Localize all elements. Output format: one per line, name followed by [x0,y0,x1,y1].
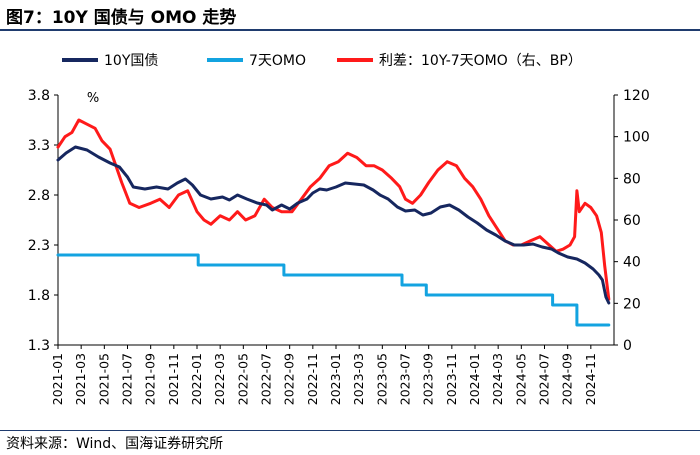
x-tick-label: 2023-01 [328,353,343,405]
x-tick-label: 2021-01 [50,353,65,405]
x-tick-label: 2021-09 [143,353,158,405]
y-right-tick-label: 60 [623,213,641,229]
x-tick-label: 2021-05 [96,353,111,405]
y-unit-label: % [87,91,99,106]
y-left-tick-label: 2.3 [28,238,50,254]
y-left-tick-label: 1.3 [28,338,50,354]
x-tick-label: 2024-11 [583,353,598,405]
x-tick-label: 2023-05 [374,353,389,405]
axes: 1.3 1.8 2.3 2.8 3.3 3.8 0 20 40 60 80 100 120 2021-01… [28,88,650,405]
x-tick-label: 2023-11 [444,353,459,405]
series-layer [56,118,611,327]
x-tick-label: 2023-09 [421,353,436,405]
footer-rule [0,430,700,431]
x-tick-label: 2024-09 [560,353,575,405]
x-tick-label: 2024-07 [537,353,552,405]
x-tick-label: 2024-03 [490,353,505,405]
y-right-tick-label: 80 [623,171,641,187]
x-tick-label: 2021-07 [120,353,135,405]
y-right-tick-label: 100 [623,130,650,146]
y-right-tick-label: 20 [623,296,641,312]
y-left-tick-label: 3.8 [28,88,50,104]
legend-label-3: 利差：10Y-7天OMO（右、BP） [379,53,582,69]
y-left-tick-label: 3.3 [28,138,50,154]
x-tick-label: 2024-01 [467,353,482,405]
x-tick-label: 2021-03 [73,353,88,405]
y-right-tick-label: 0 [623,338,632,354]
x-tick-label: 2021-11 [166,353,181,405]
legend: 10Y国债 7天OMO 利差：10Y-7天OMO（右、BP） [62,53,582,69]
y-right-tick-label: 120 [623,88,650,104]
series-line-2 [56,253,611,327]
x-tick-label: 2022-01 [189,353,204,405]
series-line-1 [56,145,611,305]
y-right-tick-label: 40 [623,255,641,271]
y-left-tick-label: 2.8 [28,188,50,204]
chart-title: 图7：10Y 国债与 OMO 走势 [6,8,237,28]
x-tick-label: 2022-11 [305,353,320,405]
x-tick-label: 2024-05 [513,353,528,405]
source-note: 资料来源：Wind、国海证券研究所 [6,436,224,452]
legend-label-1: 10Y国债 [104,53,158,69]
x-tick-label: 2022-09 [282,353,297,405]
x-tick-label: 2022-03 [212,353,227,405]
x-tick-label: 2022-07 [259,353,274,405]
x-tick-label: 2023-07 [398,353,413,405]
legend-label-2: 7天OMO [249,53,306,69]
title-rule [0,29,700,31]
chart: 10Y国债 7天OMO 利差：10Y-7天OMO（右、BP） % 1.3 1.8 2.3… [28,53,650,405]
x-tick-label: 2022-05 [235,353,250,405]
x-tick-label: 2023-03 [351,353,366,405]
y-left-tick-label: 1.8 [28,288,50,304]
series-line-3 [56,118,611,301]
